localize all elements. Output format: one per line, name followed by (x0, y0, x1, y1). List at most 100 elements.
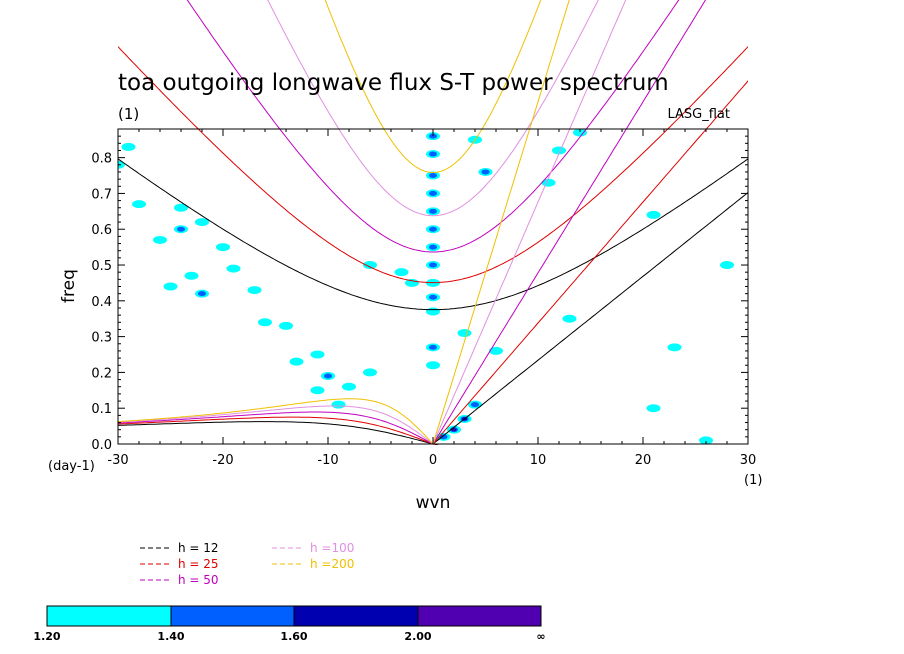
power-blob-core (324, 373, 332, 379)
power-blob-core (429, 344, 437, 350)
power-blob (247, 286, 262, 295)
power-blob (289, 357, 304, 366)
x-axis-label: wvn (416, 493, 451, 513)
power-blob (646, 404, 661, 413)
power-blob (457, 329, 472, 338)
power-blob (226, 264, 241, 273)
legend-label: h = 25 (178, 557, 219, 571)
power-blob (310, 386, 325, 395)
legend: h = 12 h = 25 h = 50 h =100 h =200 (140, 541, 354, 587)
colorbar-label: 1.20 (33, 630, 60, 643)
power-blob-core (429, 208, 437, 214)
colorbar-label: 1.40 (157, 630, 184, 643)
colorbar-label: 2.00 (404, 630, 431, 643)
subtitle-left: (1) (118, 105, 139, 123)
power-blob (258, 318, 272, 327)
dispersion-curve-kelvin (432, 0, 707, 445)
dispersion-curve-ig (267, 0, 599, 217)
power-blob (489, 346, 503, 355)
x-unit-label: (1) (744, 473, 762, 488)
y-tick-label: 0.7 (91, 187, 112, 202)
power-blob-max (452, 428, 456, 431)
power-blob-core (429, 226, 437, 232)
colorbar-swatch (170, 605, 295, 627)
y-tick-label: 0.5 (91, 259, 112, 274)
power-contours (118, 128, 734, 445)
x-tick-label: 30 (740, 453, 757, 468)
colorbar-swatch (293, 605, 419, 627)
power-blob (699, 436, 713, 445)
power-blob-core (429, 133, 437, 139)
power-blob (646, 210, 661, 219)
y-tick-label: 0.0 (91, 438, 112, 453)
power-blob (394, 268, 409, 277)
power-blob (163, 282, 178, 291)
x-tick-label: -10 (317, 453, 338, 468)
dispersion-curve-er (118, 398, 435, 445)
colorbar-label: 1.60 (280, 630, 307, 643)
axis-ticks: -30 -20 -10 0 10 20 30 0.0 0.1 0.2 0.3 0.4 0.5 0.6 0.7… (91, 129, 756, 468)
power-blob (121, 142, 136, 151)
power-blob-core (429, 151, 437, 157)
power-blob-core (481, 169, 490, 175)
dispersion-curve-kelvin (432, 191, 748, 445)
dispersion-curve-ig (324, 0, 542, 174)
power-blob-core (177, 226, 185, 232)
power-blob (331, 400, 346, 409)
colorbar-swatch (46, 605, 172, 627)
legend-label: h =200 (310, 557, 354, 571)
power-blob-core (439, 434, 448, 440)
power-blob (363, 261, 377, 270)
power-blob (573, 128, 587, 137)
power-blob-core (429, 190, 437, 196)
power-blob-core (471, 402, 479, 408)
power-blob-core (429, 294, 437, 300)
colorbar-label: ∞ (536, 630, 545, 643)
y-tick-label: 0.6 (91, 223, 112, 238)
power-blob (174, 203, 188, 212)
power-blob (310, 350, 325, 359)
power-blob (426, 361, 440, 370)
power-blob (363, 368, 377, 377)
chart-title: toa outgoing longwave flux S-T power spe… (118, 70, 669, 96)
colorbar: 1.20 1.40 1.60 2.00 ∞ (33, 605, 546, 643)
y-axis-label: freq (59, 269, 79, 303)
legend-label: h = 50 (178, 573, 219, 587)
y-tick-label: 0.1 (91, 402, 112, 417)
y-tick-label: 0.4 (91, 295, 112, 310)
x-tick-label: 20 (635, 453, 652, 468)
dispersion-curve-er (118, 411, 436, 445)
power-blob (667, 343, 682, 352)
x-tick-label: -30 (107, 453, 128, 468)
power-blob-core (429, 262, 437, 268)
power-blob (132, 200, 146, 209)
power-blob (562, 314, 577, 323)
dispersion-curve-ig (186, 0, 680, 253)
power-blob (279, 321, 293, 330)
x-tick-label: 0 (429, 453, 437, 468)
dispersion-curve-kelvin (432, 0, 570, 445)
legend-label: h =100 (310, 541, 354, 555)
y-tick-label: 0.2 (91, 366, 112, 381)
legend-label: h = 12 (178, 541, 219, 555)
dispersion-curves (118, 0, 748, 445)
power-blob-core (429, 173, 437, 179)
power-blob (552, 146, 566, 155)
power-blob-core (198, 291, 206, 297)
y-tick-label: 0.8 (91, 152, 112, 167)
dispersion-curve-ig (118, 158, 748, 311)
power-blob (541, 178, 556, 187)
power-blob (720, 261, 734, 270)
power-blob (426, 307, 440, 316)
power-blob (153, 235, 167, 244)
y-tick-label: 0.3 (91, 331, 112, 346)
x-tick-label: -20 (212, 453, 233, 468)
subtitle-right: LASG_flat (667, 107, 730, 122)
dispersion-curve-er (118, 421, 439, 445)
dispersion-curve-ig (118, 45, 748, 284)
power-blob (195, 218, 209, 227)
dispersion-curve-kelvin (432, 0, 627, 445)
x-tick-label: 10 (530, 453, 547, 468)
dispersion-curve-kelvin (432, 80, 748, 445)
